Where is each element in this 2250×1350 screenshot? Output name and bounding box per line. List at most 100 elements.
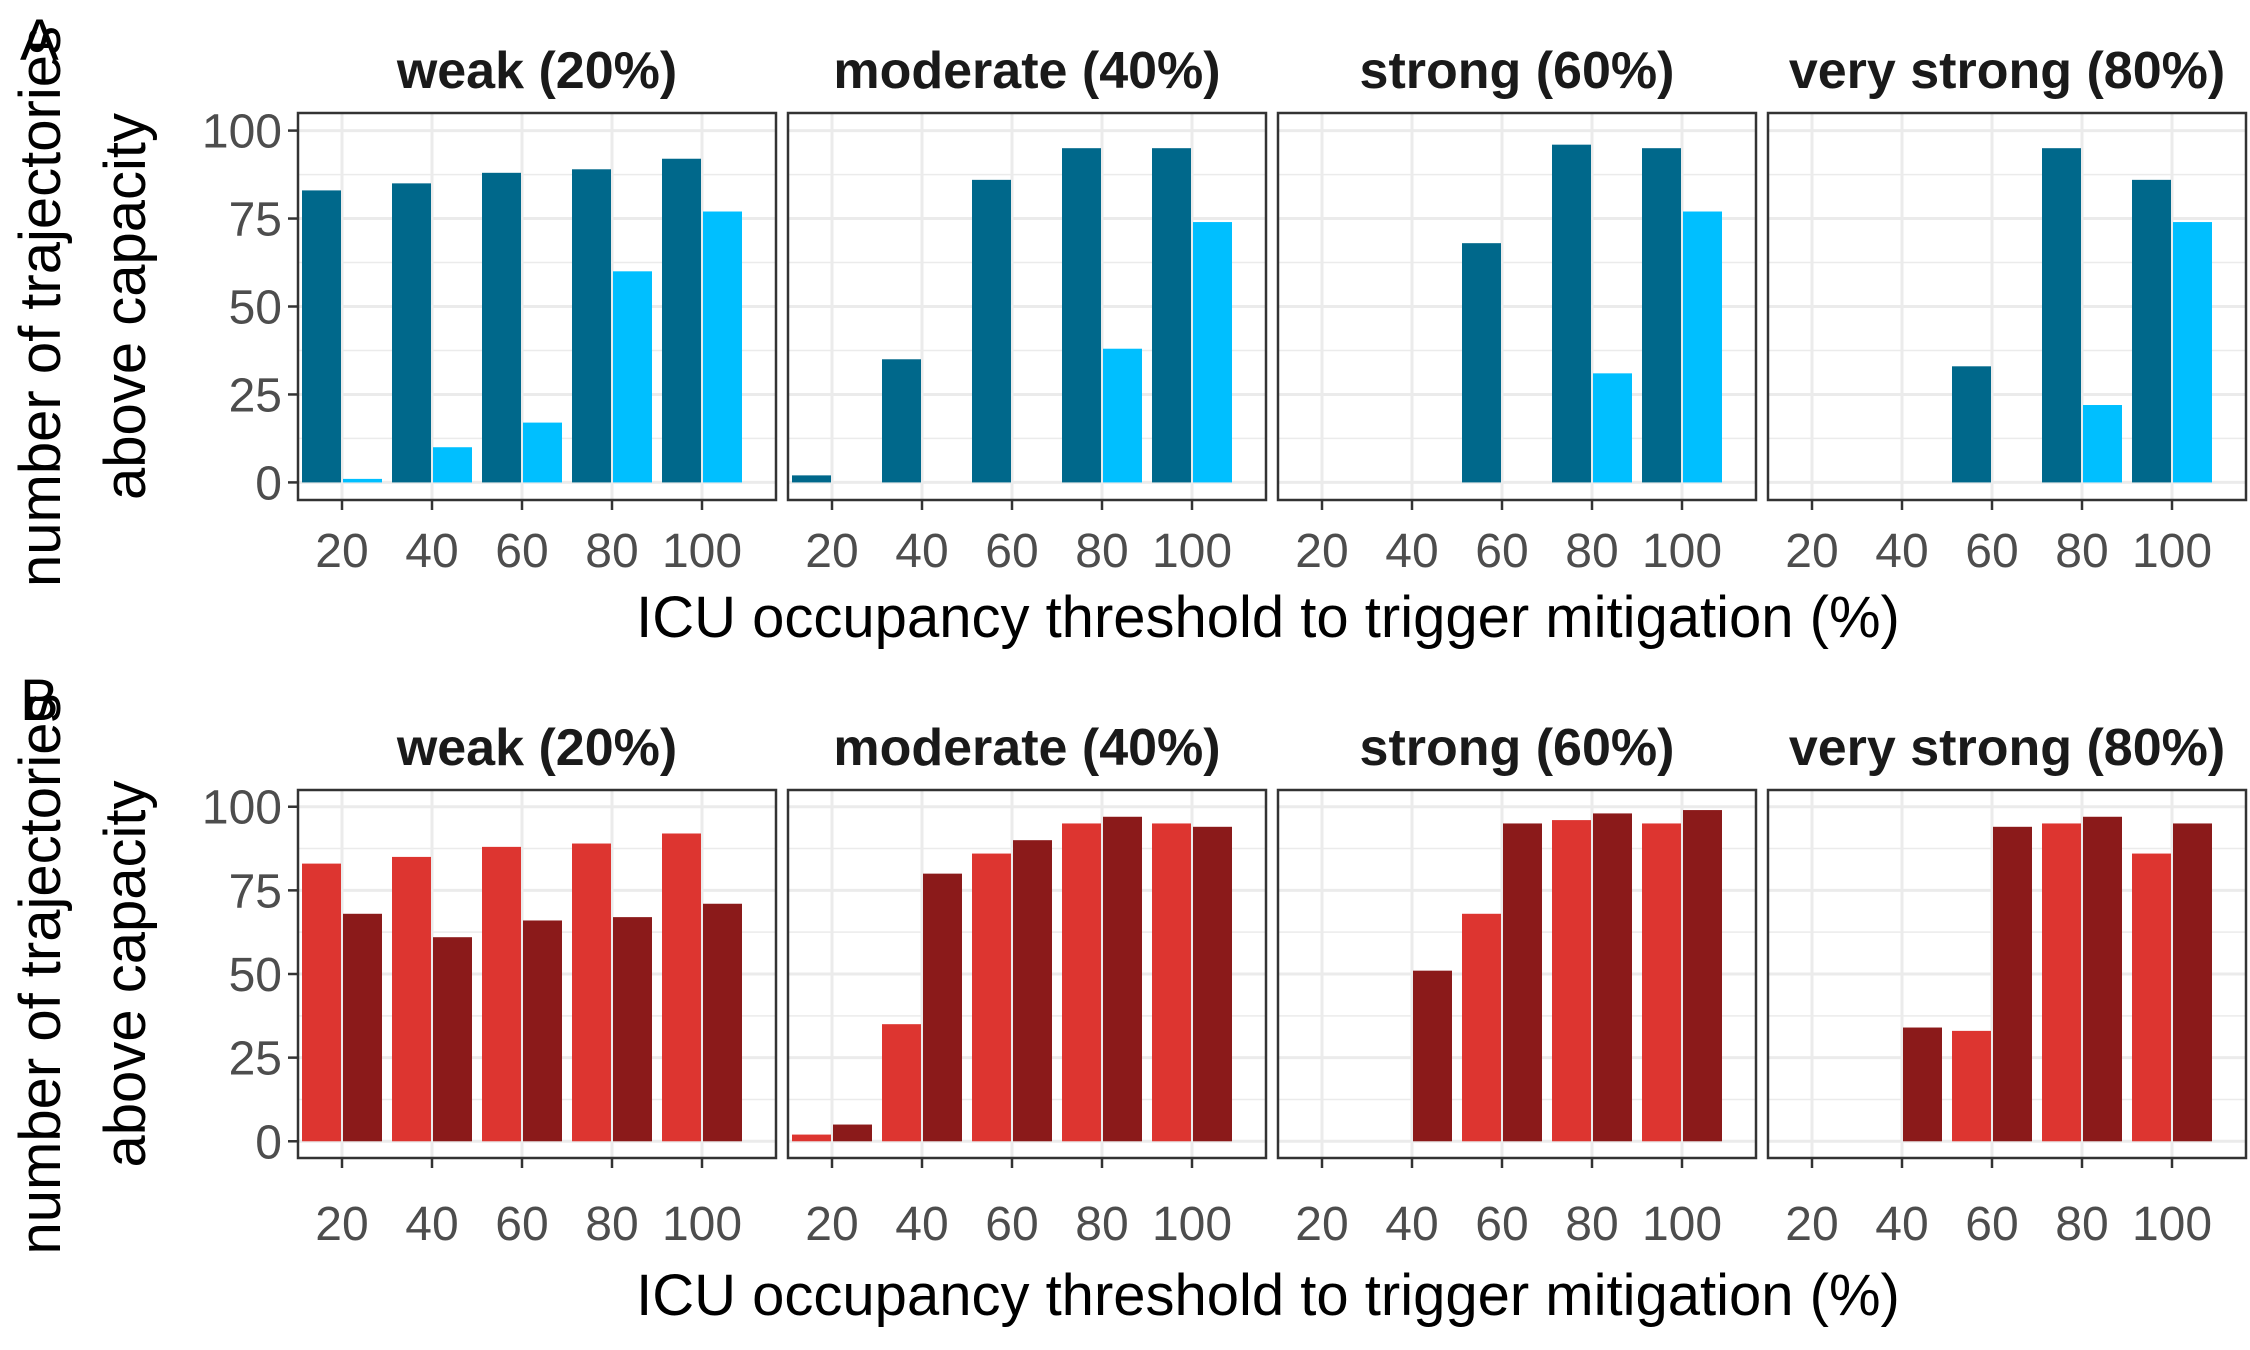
x-axis-title: ICU occupancy threshold to trigger mitig…: [636, 585, 1900, 650]
x-tick-label: 100: [2132, 1198, 2212, 1251]
x-tick-label: 20: [315, 1198, 368, 1251]
bar-b-series1: [662, 833, 701, 1142]
bar-a-series1: [882, 359, 921, 483]
bar-a-series2: [2173, 222, 2212, 483]
bar-b-series2: [1903, 1027, 1942, 1142]
x-tick-label: 80: [1565, 525, 1618, 578]
x-tick-label: 80: [2055, 525, 2108, 578]
bar-b-series1: [2042, 823, 2081, 1142]
facet-title: strong (60%): [1360, 42, 1675, 100]
x-tick-label: 100: [1642, 525, 1722, 578]
bar-a-series2: [703, 211, 742, 483]
bar-a-series2: [523, 422, 562, 483]
bar-b-series1: [482, 846, 521, 1142]
bar-b-series2: [343, 913, 382, 1142]
x-tick-label: 40: [1875, 1198, 1928, 1251]
y-tick-label: 75: [229, 194, 282, 247]
bar-a-series1: [302, 190, 341, 483]
panel-border: [786, 111, 1268, 502]
y-tick-label: 25: [229, 369, 282, 422]
panel-border: [1276, 788, 1758, 1160]
bar-a-series2: [1683, 211, 1722, 483]
x-tick-label: 80: [1075, 1198, 1128, 1251]
bar-b-series2: [833, 1124, 872, 1142]
bar-a-series1: [1152, 148, 1191, 483]
facet-title: strong (60%): [1360, 719, 1675, 777]
x-tick-label: 60: [1965, 525, 2018, 578]
panel-letter-b: B: [20, 668, 59, 733]
x-tick-label: 100: [1642, 1198, 1722, 1251]
bar-a-series2: [1593, 373, 1632, 483]
facet-title: weak (20%): [396, 719, 677, 777]
bar-a-series2: [1103, 348, 1142, 483]
x-tick-label: 40: [895, 525, 948, 578]
x-tick-label: 40: [1875, 525, 1928, 578]
panel-border: [1276, 111, 1758, 502]
x-tick-label: 100: [2132, 525, 2212, 578]
bar-b-series2: [2173, 823, 2212, 1142]
bar-a-series1: [482, 172, 521, 483]
y-tick-label: 50: [229, 282, 282, 335]
bar-a-series2: [433, 447, 472, 483]
x-tick-label: 60: [1965, 1198, 2018, 1251]
y-axis-title-line2: above capacity: [93, 113, 158, 500]
x-axis-title: ICU occupancy threshold to trigger mitig…: [636, 1263, 1900, 1328]
x-tick-label: 20: [1295, 525, 1348, 578]
panel-letter-a: A: [20, 8, 59, 73]
bar-b-series1: [392, 856, 431, 1142]
bar-b-series1: [1462, 913, 1501, 1142]
panel-border: [1766, 788, 2248, 1160]
x-tick-label: 20: [1295, 1198, 1348, 1251]
x-tick-label: 60: [985, 1198, 1038, 1251]
bar-a-series1: [392, 183, 431, 483]
bar-a-series1: [972, 179, 1011, 483]
facet-title: moderate (40%): [833, 719, 1220, 777]
panel-border: [1766, 111, 2248, 502]
bar-a-series1: [1462, 243, 1501, 483]
bar-a-series1: [1642, 148, 1681, 483]
bar-b-series1: [1152, 823, 1191, 1142]
x-tick-label: 80: [585, 525, 638, 578]
facet-title: very strong (80%): [1789, 719, 2225, 777]
bar-a-series1: [792, 475, 831, 483]
y-axis-title-line1: number of trajectories: [8, 694, 73, 1255]
bar-b-series1: [572, 843, 611, 1142]
x-tick-label: 100: [1152, 1198, 1232, 1251]
bar-a-series1: [1062, 148, 1101, 483]
bar-b-series2: [1103, 816, 1142, 1142]
x-tick-label: 20: [1785, 1198, 1838, 1251]
bar-a-series2: [613, 271, 652, 483]
panel-border: [786, 788, 1268, 1160]
x-tick-label: 40: [1385, 525, 1438, 578]
y-axis-title-line1: number of trajectories: [8, 26, 73, 587]
bar-b-series2: [2083, 816, 2122, 1142]
bar-a-series1: [2132, 179, 2171, 483]
bar-a-series2: [2083, 405, 2122, 483]
x-tick-label: 20: [805, 525, 858, 578]
bar-b-series1: [1952, 1030, 1991, 1142]
bar-b-series2: [1413, 970, 1452, 1142]
facet-title: very strong (80%): [1789, 42, 2225, 100]
bar-b-series2: [703, 903, 742, 1142]
x-tick-label: 60: [1475, 525, 1528, 578]
bar-a-series2: [1193, 222, 1232, 483]
bar-b-series1: [2132, 853, 2171, 1142]
bar-b-series2: [433, 937, 472, 1142]
y-tick-label: 100: [202, 106, 282, 159]
bar-a-series1: [662, 158, 701, 483]
x-tick-label: 40: [405, 525, 458, 578]
x-tick-label: 40: [1385, 1198, 1438, 1251]
bar-b-series1: [1062, 823, 1101, 1142]
bar-b-series2: [1683, 810, 1722, 1142]
bar-a-series1: [1552, 144, 1591, 483]
x-tick-label: 80: [2055, 1198, 2108, 1251]
x-tick-label: 20: [1785, 525, 1838, 578]
bar-b-series2: [1593, 813, 1632, 1142]
x-tick-label: 100: [662, 1198, 742, 1251]
y-axis-title-line2: above capacity: [93, 781, 158, 1168]
y-tick-label: 75: [229, 865, 282, 918]
bar-b-series1: [1552, 820, 1591, 1142]
bar-b-series1: [1642, 823, 1681, 1142]
x-tick-label: 100: [662, 525, 742, 578]
